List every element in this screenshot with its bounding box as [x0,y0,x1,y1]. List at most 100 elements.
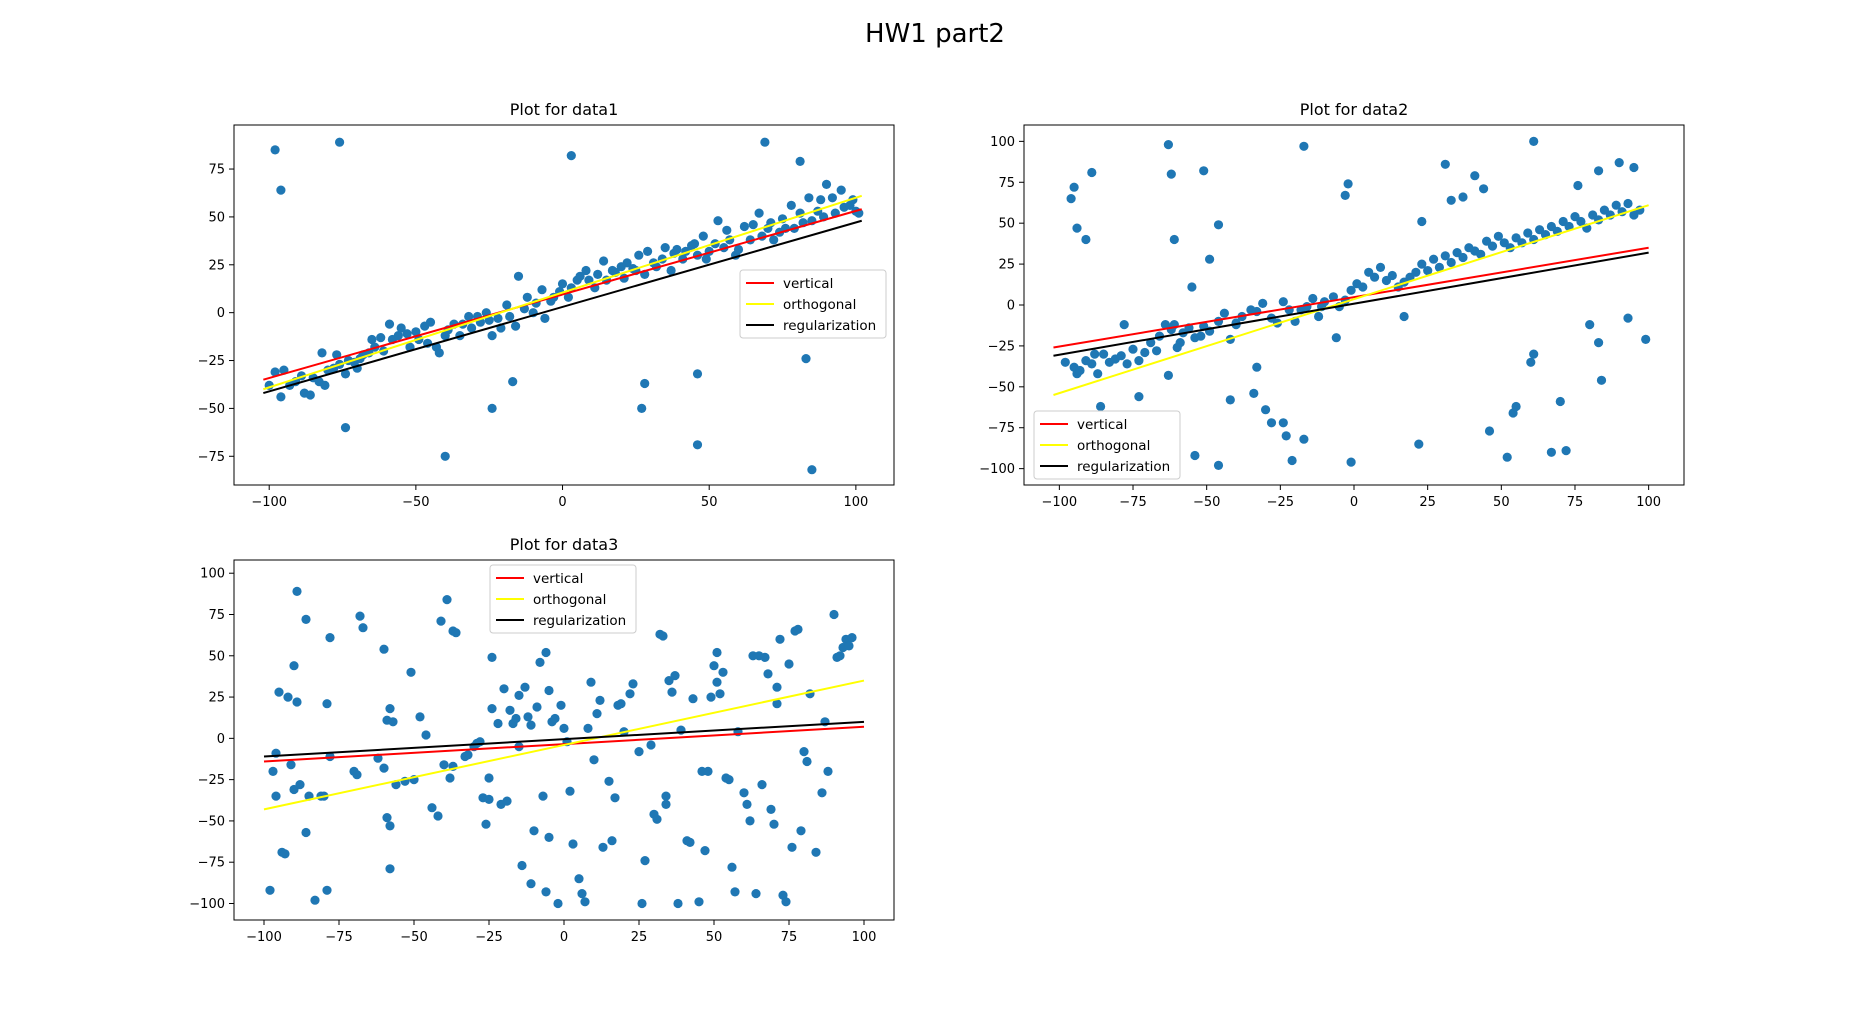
data-point [1594,166,1604,176]
data-point [532,702,542,712]
data-point [1546,447,1556,457]
data-point [522,292,532,302]
data-point [1555,396,1565,407]
data-point [712,677,722,687]
subplot-title: Plot for data3 [510,535,619,554]
data-point [1060,357,1070,367]
data-point [325,633,335,643]
data-point [467,323,477,333]
data-point [1213,460,1224,470]
data-point [499,684,509,694]
data-point [502,796,512,806]
scatter-points [1053,136,1651,470]
data-point [784,659,794,669]
data-point [553,898,563,909]
y-tick-label: 75 [208,608,225,623]
legend: vertical orthogonal regularization [1033,410,1181,480]
line-vertical [263,208,863,381]
data-point [598,842,608,852]
data-point [1066,194,1076,204]
data-point [766,804,776,815]
axes-frame [233,124,895,486]
line-vertical [1053,246,1649,349]
data-point [1140,347,1150,358]
x-tick-label: 75 [781,930,798,945]
data-point [270,145,280,155]
data-point [844,641,854,651]
y-tick-label: 100 [200,567,225,582]
data-point [592,709,602,719]
data-point [634,250,644,260]
data-point [1440,251,1450,261]
data-point [1446,257,1456,268]
data-point [358,623,368,633]
data-point [292,697,302,707]
legend-box [1033,410,1181,480]
data-point [537,285,547,295]
data-point [660,243,670,253]
data-point [847,633,857,643]
legend-label-orthogonal: orthogonal [783,297,856,313]
data-point [1458,252,1468,263]
data-point [760,652,770,663]
data-point [751,889,761,899]
data-point [1623,313,1633,323]
data-point [640,856,650,866]
data-point [692,440,703,450]
data-point [672,244,682,255]
data-point [487,331,497,341]
data-point [505,311,515,322]
data-point [1440,159,1450,169]
data-point [541,887,551,897]
data-point [1594,338,1604,348]
line-orthogonal [1053,204,1649,396]
data-point [1529,349,1539,359]
data-point [670,671,680,681]
data-point [367,334,377,345]
data-point [517,860,527,871]
legend-label-vertical: vertical [533,571,583,587]
data-point [799,747,809,757]
legend-box [739,269,887,339]
data-point [1199,166,1209,176]
data-point [568,839,578,849]
data-point [317,348,327,358]
data-point [1387,270,1397,281]
y-tick-label: 25 [208,691,225,706]
data-point [557,279,568,289]
data-point [415,712,425,722]
legend-label-regularization: regularization [783,318,876,334]
data-point [481,819,491,829]
data-point [464,311,474,322]
data-point [1417,216,1427,227]
data-point [508,377,518,387]
data-point [411,327,421,337]
data-point [701,254,711,264]
y-tick-label: −50 [988,380,1015,395]
data-point [1502,452,1512,462]
data-point [544,685,554,696]
data-point [463,750,473,760]
x-tick-label: 100 [852,930,877,945]
data-point [637,898,647,909]
data-point [772,682,782,692]
data-point [769,819,779,829]
data-point [640,378,650,389]
data-point [796,826,806,836]
data-point [1163,140,1173,150]
data-point [566,151,576,161]
data-point [1219,308,1229,318]
data-point [760,137,770,147]
data-point [556,700,566,710]
data-point [1479,184,1489,194]
y-tick-label: −75 [198,450,225,465]
data-point [1187,282,1197,292]
data-point [1213,220,1224,230]
data-point [325,751,335,762]
data-point [1152,346,1162,356]
data-point [268,766,278,777]
data-point [575,271,585,281]
legend: vertical orthogonal regularization [739,269,887,339]
data-point [1172,342,1182,353]
data-point [421,730,431,740]
